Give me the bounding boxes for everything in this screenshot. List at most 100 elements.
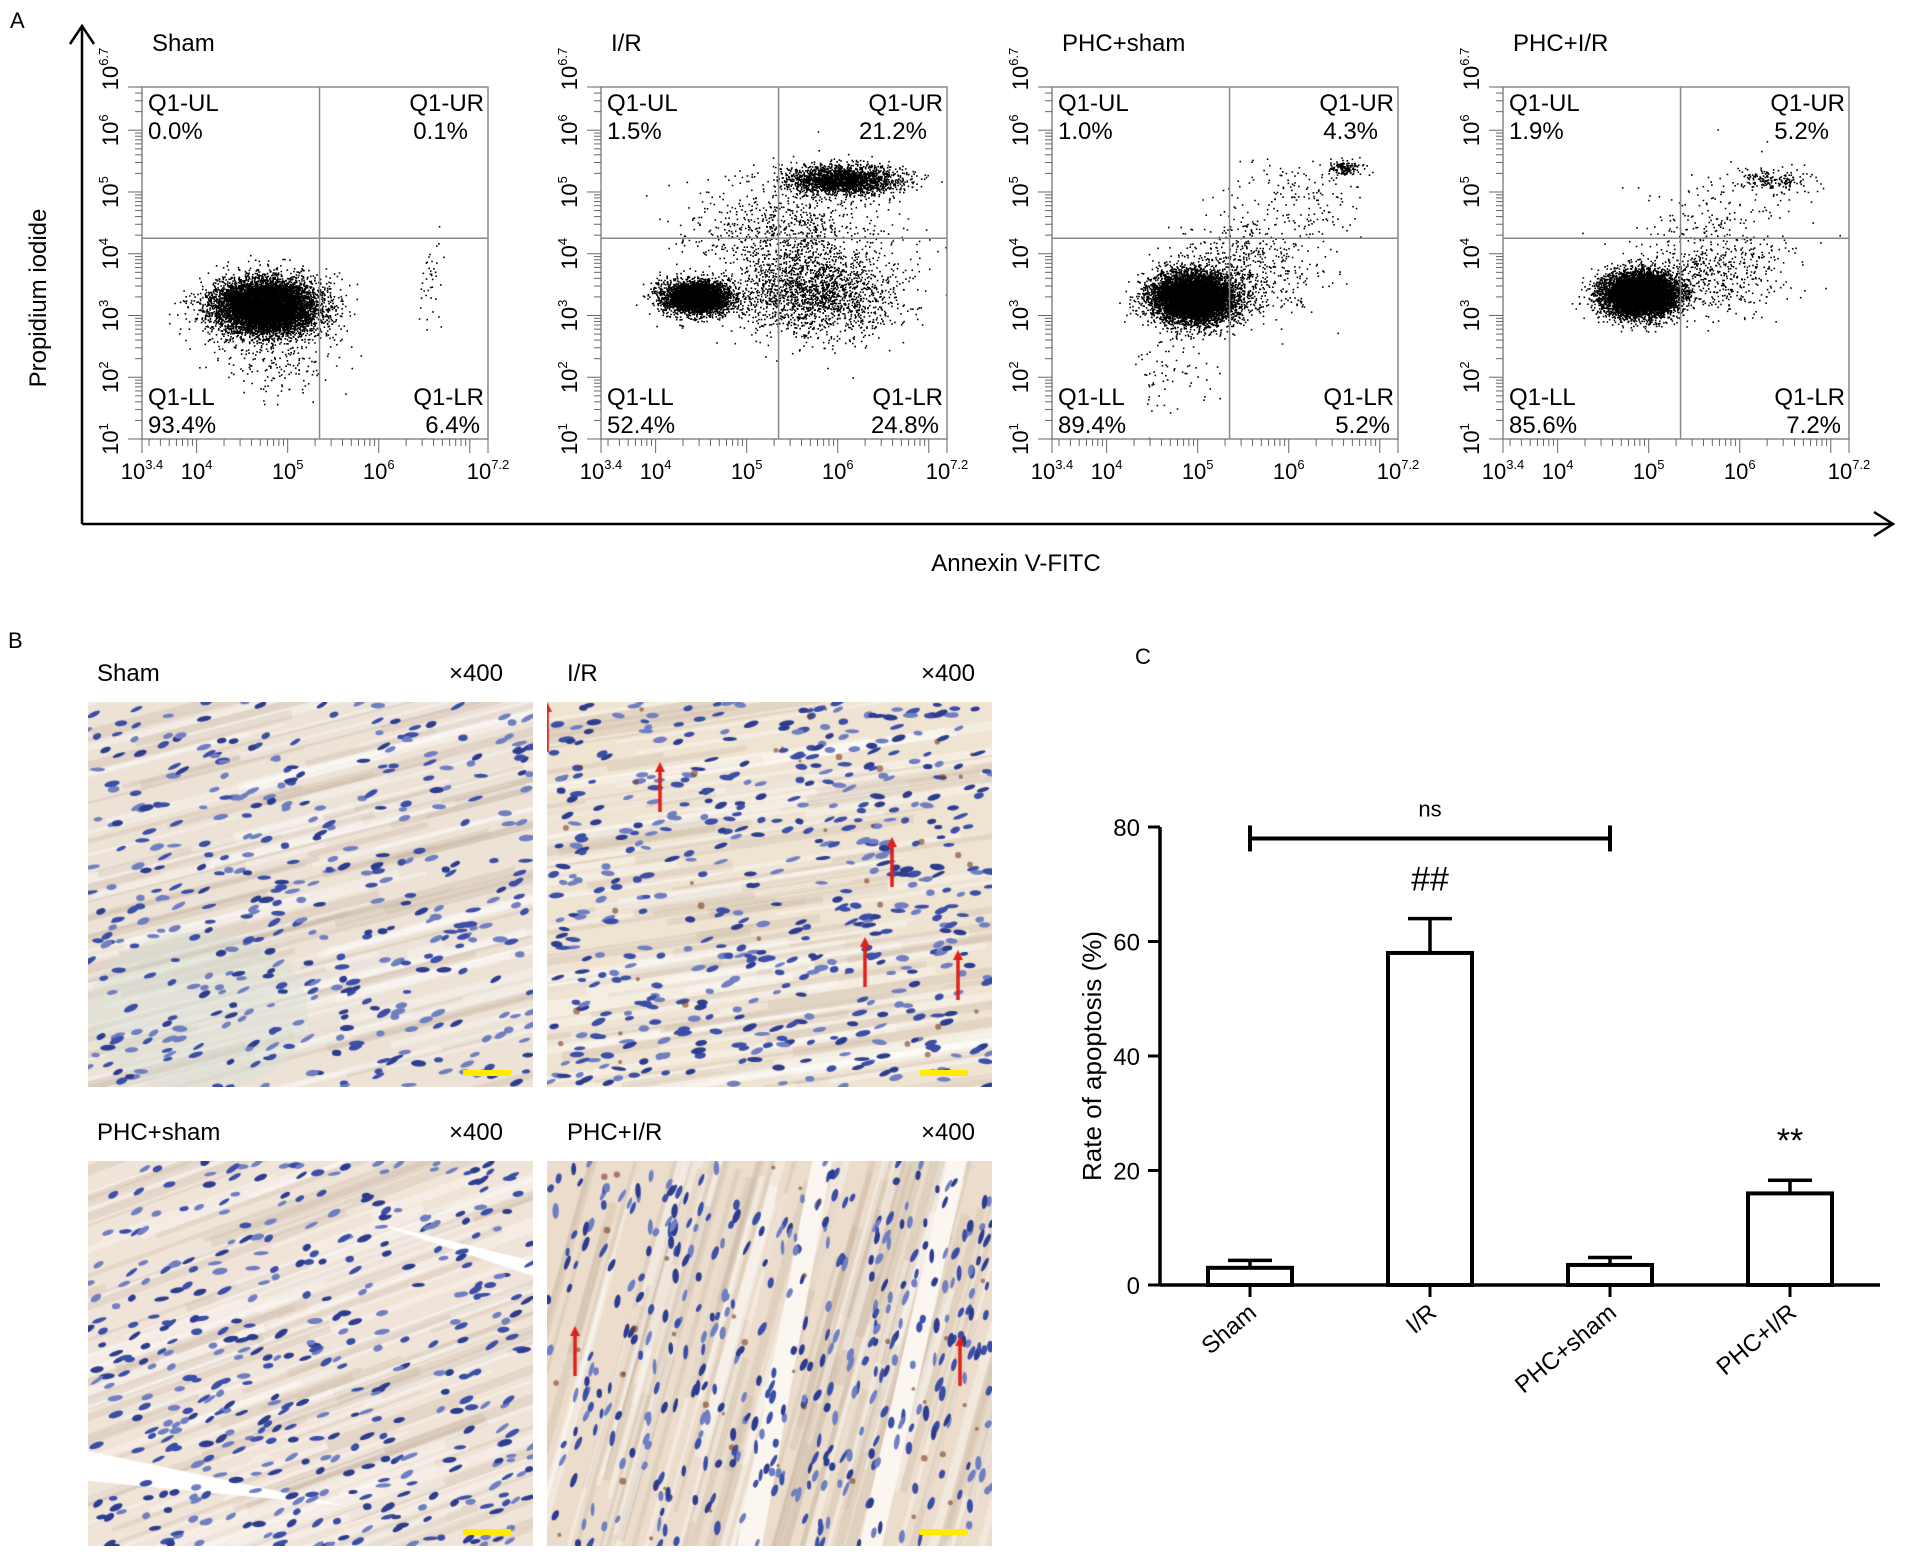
x-tick-label: 105 [1182,457,1214,484]
flow-dot-cloud [1119,156,1374,440]
bar-3 [1746,1191,1834,1288]
quadrant-ur-value: 5.2% [1774,118,1829,145]
panel-a-axes [68,23,1896,538]
y-tick-label: 105 [555,176,582,208]
flow-dots [635,131,948,379]
x-tick-label: 105 [1633,457,1665,484]
micrograph-phc-ir [547,1161,992,1546]
micro-mag-3: ×400 [921,1119,975,1146]
y-tick-label: 80 [1113,815,1140,842]
y-tick-label: 106.7 [1006,48,1033,91]
y-tick-label: 106.7 [1457,48,1484,91]
quadrant-lr-label: Q1-LR [872,384,943,411]
quadrant-ur-label: Q1-UR [868,90,943,117]
panel-b-labels: Sham ×400 I/R ×400 PHC+sham ×400 PHC+I/R… [97,660,975,1146]
scale-bar [463,1070,511,1076]
y-tick-label: 102 [1457,361,1484,393]
significance-hash: ## [1411,861,1449,899]
y-tick-label: 103 [96,300,123,332]
micrograph-sham-canvas [88,702,533,1087]
panel-a-y-title: Propidium iodide [25,209,52,388]
scale-bar [920,1070,968,1076]
x-tick-label: 103.4 [1031,457,1074,484]
y-tick-label: 104 [96,238,123,270]
bar-chart: 0 20 40 60 80 Rate of apoptosis (%) Sham I/R PHC… [1077,796,1880,1399]
flow-y-ticks [587,86,601,440]
x-tick-label: PHC+sham [1510,1299,1622,1399]
panel-a-y-arrow [68,23,96,45]
micro-mag-1: ×400 [921,660,975,687]
quadrant-ul-label: Q1-UL [148,90,219,117]
quadrant-ur-label: Q1-UR [409,90,484,117]
flow-y-ticks [128,86,142,440]
quadrant-ul-value: 0.0% [148,118,203,145]
quadrant-lr-value: 5.2% [1335,412,1390,439]
x-tick-label: 107.2 [1828,457,1871,484]
flow-dots [168,225,445,406]
flow-x-ticks [1051,439,1399,453]
micro-mag-2: ×400 [449,1119,503,1146]
flow-x-ticks [600,439,948,453]
flow-y-ticks [1038,86,1052,440]
y-tick-label: 101 [1457,423,1484,455]
bar-0 [1206,1265,1294,1287]
ns-label: ns [1418,796,1441,821]
y-tick-label: 60 [1113,930,1140,957]
quadrant-lr-value: 6.4% [425,412,480,439]
x-tick-label: 103.4 [121,457,164,484]
flow-y-ticks [1489,86,1503,440]
quadrant-ll-label: Q1-LL [1509,384,1576,411]
x-tick-label: 104 [640,457,672,484]
quadrant-ll-label: Q1-LL [607,384,674,411]
flow-plot-title: Sham [152,30,215,57]
flow-plot-title: I/R [611,30,642,57]
x-tick-label: 104 [181,457,213,484]
flow-dot-cloud [635,131,948,379]
scale-bar [920,1529,968,1535]
y-tick-label: 106.7 [555,48,582,91]
quadrant-ul-label: Q1-UL [1058,90,1129,117]
micrograph-ir [547,702,992,1087]
x-tick-label: 106 [822,457,854,484]
quadrant-ll-label: Q1-LL [1058,384,1125,411]
micro-title-2: PHC+sham [97,1119,220,1146]
quadrant-lr-value: 7.2% [1786,412,1841,439]
y-tick-label: 103 [1457,300,1484,332]
quadrant-ll-value: 89.4% [1058,412,1126,439]
y-tick-label: 20 [1113,1159,1140,1186]
x-tick-label: Sham [1196,1299,1261,1360]
quadrant-ur-value: 21.2% [859,118,927,145]
flow-dots [1571,129,1841,333]
quadrant-ur-label: Q1-UR [1770,90,1845,117]
micro-title-3: PHC+I/R [567,1119,662,1146]
panel-letter-c: C [1135,644,1151,669]
x-tick-label: 106 [363,457,395,484]
y-tick-label: 104 [1457,238,1484,270]
flow-dots [1119,156,1374,440]
x-tick-label: 107.2 [467,457,510,484]
quadrant-lr-label: Q1-LR [1323,384,1394,411]
quadrant-ul-value: 1.0% [1058,118,1113,145]
flow-plot-title: PHC+sham [1062,30,1185,57]
quadrant-lr-label: Q1-LR [1774,384,1845,411]
quadrant-ur-label: Q1-UR [1319,90,1394,117]
quadrant-ul-label: Q1-UL [607,90,678,117]
bar-1 [1386,950,1474,1287]
y-axis-title: Rate of apoptosis (%) [1077,931,1107,1181]
y-tick-label: 105 [1457,176,1484,208]
micro-title-1: I/R [567,660,598,687]
y-tick-label: 40 [1113,1044,1140,1071]
flow-x-ticks [141,439,489,453]
quadrant-ur-value: 0.1% [413,118,468,145]
panel-a-x-title: Annexin V-FITC [931,550,1100,577]
y-tick-label: 102 [1006,361,1033,393]
y-tick-label: 103 [1006,300,1033,332]
x-tick-label: 106 [1724,457,1756,484]
y-tick-label: 106 [1006,114,1033,146]
significance-stars: ** [1777,1122,1803,1160]
flow-plot-title: PHC+I/R [1513,30,1608,57]
quadrant-ll-value: 52.4% [607,412,675,439]
